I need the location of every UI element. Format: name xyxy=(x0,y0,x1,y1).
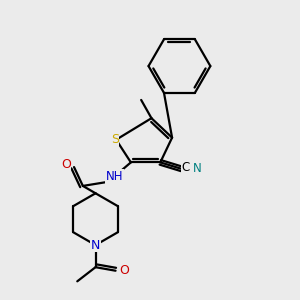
Text: O: O xyxy=(119,264,129,277)
Text: O: O xyxy=(61,158,71,171)
Text: C: C xyxy=(182,161,190,175)
Text: NH: NH xyxy=(106,170,123,183)
Text: S: S xyxy=(111,133,119,146)
Text: N: N xyxy=(91,238,100,252)
Text: N: N xyxy=(193,162,202,175)
